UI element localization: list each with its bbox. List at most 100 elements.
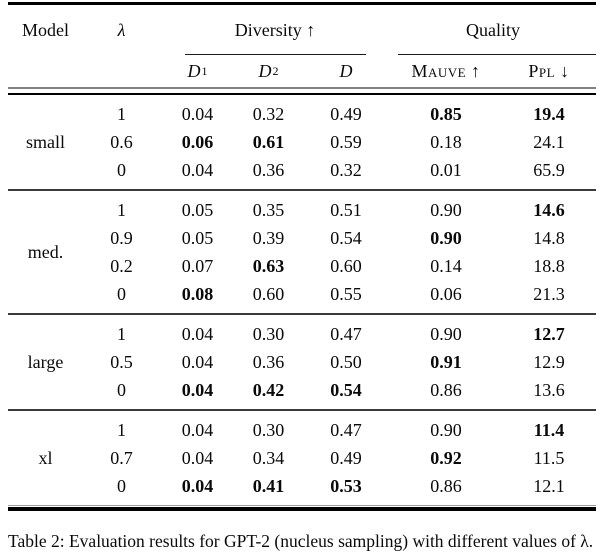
value-cell: 0.91: [430, 351, 462, 372]
value-cell: 0.04: [181, 159, 214, 180]
table-body: small 1 0.04 0.32 0.49 0.85 19.4 0.6 0.06 0.61 0.5…: [8, 95, 596, 505]
value-cell: 0.63: [252, 255, 285, 276]
d1-base: D: [187, 60, 201, 81]
caption-label: Table 2:: [8, 531, 65, 551]
value-cell: 0.90: [430, 323, 462, 344]
value-cell: 12.1: [533, 475, 565, 496]
value-cell: 0.54: [330, 227, 362, 248]
lambda-cell: 0: [117, 159, 126, 180]
value-cell: 0.90: [430, 227, 462, 248]
value-cell: 0.06: [181, 131, 214, 152]
table-caption: Table 2: Evaluation results for GPT-2 (n…: [8, 530, 596, 552]
value-cell: 65.9: [533, 159, 565, 180]
caption-text: Evaluation results for GPT-2 (nucleus sa…: [68, 531, 594, 551]
value-cell: 24.1: [533, 131, 565, 152]
group-header-quality: Quality: [390, 5, 596, 55]
table-top-rule: [8, 2, 596, 5]
table-group: xl 1 0.04 0.30 0.47 0.90 11.4 0.7 0.04 0.34 0.49 0.…: [8, 411, 596, 505]
value-cell: 21.3: [533, 283, 565, 304]
value-cell: 0.90: [430, 419, 462, 440]
value-cell: 0.36: [252, 351, 285, 372]
value-cell: 0.51: [330, 199, 362, 220]
d2-base: D: [258, 60, 272, 81]
lambda-cell: 0: [117, 379, 126, 400]
value-cell: 0.30: [252, 419, 285, 440]
col-header-mauve: Mauve ↑: [411, 60, 481, 81]
col-header-model: Model: [22, 19, 69, 40]
value-cell: 0.53: [330, 475, 362, 496]
table-group: med. 1 0.05 0.35 0.51 0.90 14.6 0.9 0.05 0.39 0.54…: [8, 191, 596, 313]
lambda-cell: 0.9: [110, 227, 133, 248]
value-cell: 0.04: [181, 419, 214, 440]
value-cell: 14.8: [533, 227, 565, 248]
value-cell: 0.59: [330, 131, 362, 152]
value-cell: 0.18: [430, 131, 462, 152]
d1-subscript: 1: [201, 64, 208, 78]
group-divider: [8, 189, 596, 191]
header-double-rule: [8, 87, 596, 95]
value-cell: 12.9: [533, 351, 565, 372]
lambda-cell: 1: [117, 199, 126, 220]
lambda-cell: 0: [117, 475, 126, 496]
value-cell: 0.07: [181, 255, 214, 276]
value-cell: 0.30: [252, 323, 285, 344]
value-cell: 0.05: [181, 227, 214, 248]
value-cell: 0.49: [330, 447, 362, 468]
diversity-label: Diversity ↑: [234, 19, 316, 40]
value-cell: 0.04: [181, 103, 214, 124]
quality-underline: [398, 54, 596, 55]
value-cell: 11.4: [533, 419, 565, 440]
value-cell: 0.04: [181, 351, 214, 372]
col-header-d: D: [339, 60, 353, 81]
value-cell: 0.50: [330, 351, 362, 372]
value-cell: 0.54: [330, 379, 362, 400]
value-cell: 0.36: [252, 159, 285, 180]
table-bottom-rule: [8, 505, 596, 511]
value-cell: 0.47: [330, 419, 362, 440]
lambda-cell: 1: [117, 103, 126, 124]
d2-subscript: 2: [272, 64, 279, 78]
value-cell: 0.34: [252, 447, 285, 468]
table-group: large 1 0.04 0.30 0.47 0.90 12.7 0.5 0.04 0.36 0.5…: [8, 315, 596, 409]
value-cell: 0.47: [330, 323, 362, 344]
value-cell: 0.06: [430, 283, 462, 304]
model-label: xl: [38, 447, 53, 468]
value-cell: 0.35: [252, 199, 285, 220]
lambda-cell: 0.2: [110, 255, 133, 276]
value-cell: 0.41: [252, 475, 285, 496]
value-cell: 0.04: [181, 379, 214, 400]
value-cell: 0.04: [181, 447, 214, 468]
value-cell: 11.5: [533, 447, 565, 468]
value-cell: 0.14: [430, 255, 462, 276]
value-cell: 0.04: [181, 323, 214, 344]
col-header-ppl: Ppl ↓: [528, 60, 570, 81]
value-cell: 0.05: [181, 199, 214, 220]
lambda-cell: 1: [117, 323, 126, 344]
value-cell: 19.4: [533, 103, 565, 124]
value-cell: 0.49: [330, 103, 362, 124]
value-cell: 13.6: [533, 379, 565, 400]
lambda-cell: 0: [117, 283, 126, 304]
model-label: small: [26, 131, 65, 152]
value-cell: 0.86: [430, 379, 462, 400]
value-cell: 0.90: [430, 199, 462, 220]
diversity-underline: [185, 54, 366, 55]
lambda-cell: 0.6: [110, 131, 133, 152]
value-cell: 0.01: [430, 159, 462, 180]
value-cell: 0.85: [430, 103, 462, 124]
table-group: small 1 0.04 0.32 0.49 0.85 19.4 0.6 0.06 0.61 0.5…: [8, 95, 596, 189]
value-cell: 12.7: [533, 323, 565, 344]
value-cell: 14.6: [533, 199, 565, 220]
value-cell: 0.61: [252, 131, 285, 152]
value-cell: 0.92: [430, 447, 462, 468]
value-cell: 0.08: [181, 283, 214, 304]
value-cell: 0.86: [430, 475, 462, 496]
group-header-diversity: Diversity ↑: [160, 5, 390, 55]
value-cell: 0.32: [252, 103, 285, 124]
value-cell: 0.39: [252, 227, 285, 248]
value-cell: 0.55: [330, 283, 362, 304]
